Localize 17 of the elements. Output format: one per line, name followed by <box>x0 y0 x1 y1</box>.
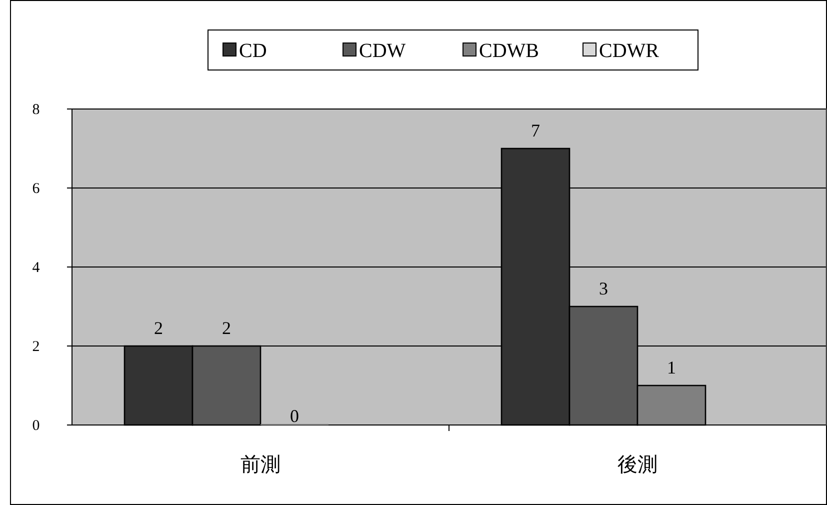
data-label: 1 <box>667 358 676 378</box>
data-label: 7 <box>531 120 540 140</box>
y-tick-label: 2 <box>32 339 40 355</box>
y-tick-label: 8 <box>32 102 40 118</box>
y-tick-label: 4 <box>32 260 40 276</box>
data-label: 0 <box>290 406 299 426</box>
x-tick-label: 後測 <box>618 452 658 476</box>
data-label: 3 <box>599 278 608 298</box>
legend-label: CDWR <box>599 40 660 62</box>
y-tick-label: 0 <box>32 418 40 434</box>
data-label: 2 <box>222 318 231 338</box>
legend-label: CD <box>239 40 267 62</box>
legend-label: CDWB <box>479 40 539 62</box>
y-tick-label: 6 <box>32 181 40 197</box>
x-tick-label: 前測 <box>240 452 280 476</box>
data-label: 2 <box>154 318 163 338</box>
legend-label: CDW <box>359 40 406 62</box>
